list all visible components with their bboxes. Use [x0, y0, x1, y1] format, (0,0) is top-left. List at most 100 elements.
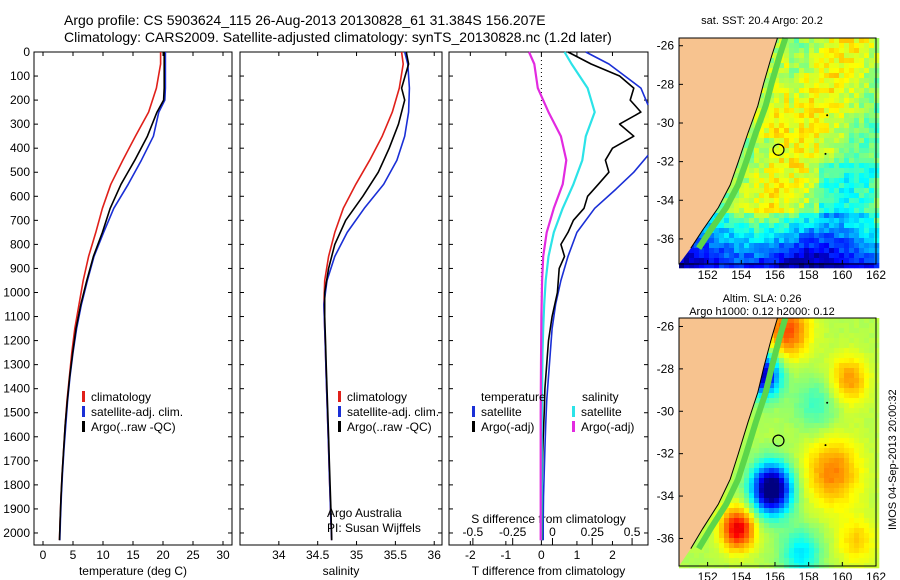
map-cell — [844, 58, 850, 64]
map-cell — [724, 248, 730, 254]
map-cell — [749, 198, 755, 204]
annotation-pi: PI: Susan Wijffels — [327, 521, 421, 535]
map-cell — [784, 538, 790, 544]
map-cell — [809, 378, 815, 384]
map-cell — [754, 208, 760, 214]
map-cell — [814, 213, 820, 219]
map-cell — [819, 458, 825, 464]
map-cell — [794, 418, 800, 424]
map-cell — [854, 443, 860, 449]
map-cell — [809, 113, 815, 119]
x-tick-label: 0 — [40, 548, 47, 562]
map-cell — [869, 408, 875, 414]
map-cell — [759, 448, 765, 454]
map-cell — [754, 198, 760, 204]
map-cell — [844, 423, 850, 429]
map-cell — [774, 478, 780, 484]
map-cell — [779, 153, 785, 159]
map-cell — [829, 128, 835, 134]
map-cell — [764, 398, 770, 404]
map-cell — [804, 83, 810, 89]
map-cell — [754, 533, 760, 539]
map-cell — [784, 458, 790, 464]
map-cell — [819, 198, 825, 204]
map-cell — [824, 258, 830, 264]
map-cell — [809, 533, 815, 539]
map-cell — [809, 208, 815, 214]
map-cell — [774, 43, 780, 49]
map-cell — [784, 233, 790, 239]
map-cell — [864, 228, 870, 234]
map-cell — [834, 138, 840, 144]
map-cell — [784, 323, 790, 329]
map-cell — [759, 483, 765, 489]
map-cell — [874, 238, 880, 244]
map-cell — [854, 258, 860, 264]
map-cell — [684, 263, 690, 269]
map-cell — [769, 93, 775, 99]
map-cell — [764, 543, 770, 549]
map-cell — [779, 68, 785, 74]
map-cell — [784, 138, 790, 144]
map-cell — [834, 498, 840, 504]
map-cell — [854, 553, 860, 559]
map-cell — [784, 388, 790, 394]
map-cell — [819, 318, 825, 324]
map-cell — [864, 128, 870, 134]
map-cell — [804, 53, 810, 59]
map-cell — [854, 353, 860, 359]
map-cell — [859, 353, 865, 359]
map-cell — [839, 93, 845, 99]
map-cell — [834, 218, 840, 224]
map-cell — [834, 53, 840, 59]
map-cell — [804, 133, 810, 139]
map-cell — [694, 253, 700, 259]
map-cell — [744, 248, 750, 254]
map-cell — [839, 198, 845, 204]
map-cell — [869, 43, 875, 49]
map-cell — [694, 258, 700, 264]
map-cell — [874, 233, 880, 239]
map-cell — [769, 133, 775, 139]
map-cell — [744, 223, 750, 229]
map-cell — [749, 503, 755, 509]
map-cell — [794, 378, 800, 384]
map-cell — [729, 263, 735, 269]
map-cell — [784, 393, 790, 399]
map-cell — [824, 198, 830, 204]
map-cell — [844, 408, 850, 414]
map-cell — [809, 238, 815, 244]
map-cell — [734, 513, 740, 519]
map-cell — [849, 528, 855, 534]
map-cell — [794, 513, 800, 519]
map-cell — [714, 258, 720, 264]
map-cell — [819, 258, 825, 264]
map-cell — [854, 388, 860, 394]
map-cell — [849, 353, 855, 359]
map-cell — [864, 253, 870, 259]
depth-tick-label: 1700 — [3, 454, 30, 468]
map-cell — [744, 518, 750, 524]
map-cell — [859, 123, 865, 129]
map-cell — [824, 108, 830, 114]
map-cell — [734, 508, 740, 514]
map-cell — [749, 508, 755, 514]
map-cell — [779, 228, 785, 234]
map-cell — [819, 158, 825, 164]
map-cell — [789, 153, 795, 159]
map-cell — [789, 363, 795, 369]
map-cell — [844, 368, 850, 374]
map-cell — [839, 488, 845, 494]
map-cell — [784, 558, 790, 564]
map-cell — [709, 553, 715, 559]
map-cell — [834, 353, 840, 359]
map-cell — [779, 238, 785, 244]
map-cell — [744, 528, 750, 534]
map-cell — [864, 408, 870, 414]
map-cell — [809, 428, 815, 434]
map-cell — [874, 258, 880, 264]
map-cell — [834, 173, 840, 179]
map-cell — [869, 343, 875, 349]
map-cell — [814, 393, 820, 399]
map-cell — [754, 463, 760, 469]
